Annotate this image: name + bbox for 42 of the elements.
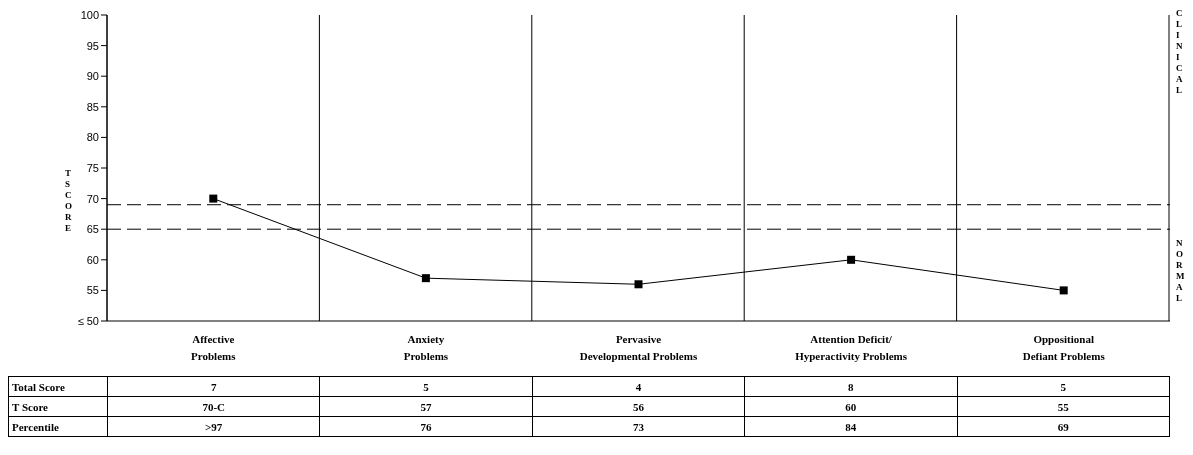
y-tick-label: 85 [86,100,99,113]
point [847,255,856,264]
text: 4 [532,376,745,397]
text: CLINICAL [1176,8,1183,96]
text: 73 [532,416,745,437]
point [634,280,643,289]
text: 76 [319,416,533,437]
data-label: 60 [744,396,958,417]
text: Total Score [8,376,108,397]
x-tick-label: Anxiety Problems [403,333,449,362]
y-tick-label: 100 [80,8,99,21]
y-tick-label: 80 [86,131,99,144]
y-tick-label: 65 [86,223,99,236]
text: Percentile [8,416,108,437]
text: T Score [8,396,108,417]
data-label: 70-C [107,396,320,417]
text: 8 [744,376,958,397]
y-tick-label: ≤ 50 [77,314,99,327]
y-tick-label: 95 [86,39,99,52]
data-label: 55 [957,396,1170,417]
text: 5 [957,376,1170,397]
point [209,194,218,203]
text: 69 [957,416,1170,437]
y-tick-label: 60 [86,253,99,266]
y-axis-title: T SCORE [65,168,73,234]
y-tick-label: 55 [86,284,99,297]
data-label: 57 [319,396,533,417]
text: >97 [107,416,320,437]
y-tick-label: 75 [86,161,99,174]
text: 5 [319,376,533,397]
text: NORMAL [1176,238,1185,304]
point [421,274,430,283]
x-tick-label: Affective Problems [191,333,237,362]
y-tick-label: 70 [86,192,99,205]
y-tick-label: 90 [86,70,99,83]
x-tick-label: Pervasive Developmental Problems [579,333,698,362]
x-tick-label: Attention Deficit/ Hyperactivity Problems [795,333,908,362]
x-tick-label: Oppositional Defiant Problems [1022,333,1106,362]
data-label: 56 [532,396,745,417]
text: 7 [107,376,320,397]
text: 84 [744,416,958,437]
point [1059,286,1068,295]
